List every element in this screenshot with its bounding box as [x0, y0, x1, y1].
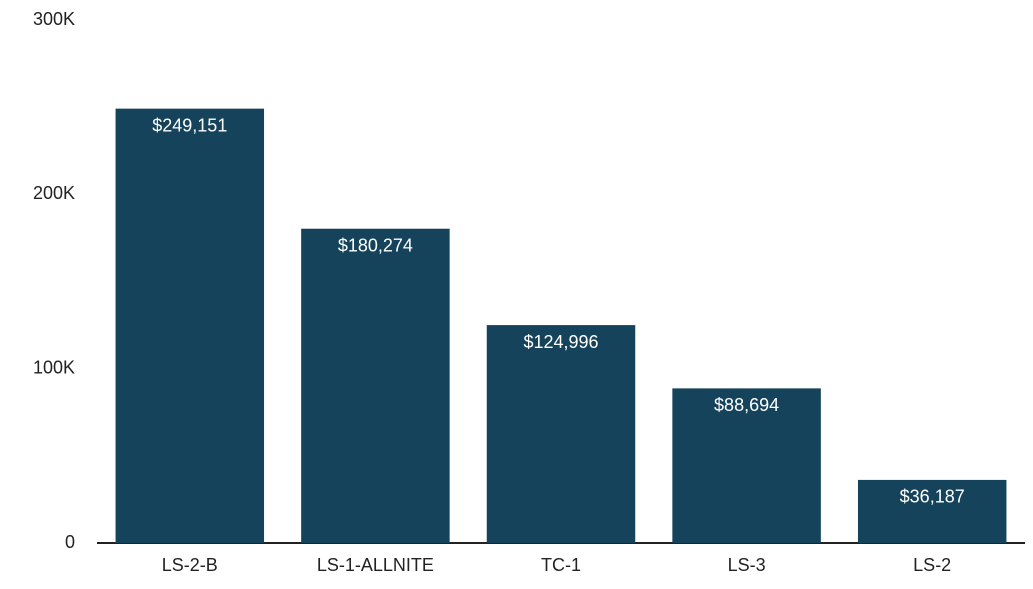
- y-tick-label: 300K: [33, 9, 75, 29]
- value-label: $124,996: [523, 332, 598, 352]
- bar: [857, 479, 1007, 543]
- bar: [672, 388, 821, 543]
- value-label: $88,694: [714, 395, 779, 415]
- x-tick-label: LS-2-B: [162, 555, 218, 575]
- value-label: $249,151: [152, 115, 227, 135]
- y-tick-label: 200K: [33, 183, 75, 203]
- y-tick-label: 0: [65, 532, 75, 552]
- bar: [115, 108, 265, 543]
- y-tick-label: 100K: [33, 357, 75, 377]
- bar: [301, 228, 450, 543]
- x-tick-label: LS-3: [728, 555, 766, 575]
- value-label: $36,187: [900, 487, 965, 507]
- bar: [486, 325, 636, 543]
- value-label: $180,274: [338, 235, 413, 255]
- x-tick-label: LS-1-ALLNITE: [317, 555, 434, 575]
- x-tick-label: LS-2: [913, 555, 951, 575]
- x-tick-label: TC-1: [541, 555, 581, 575]
